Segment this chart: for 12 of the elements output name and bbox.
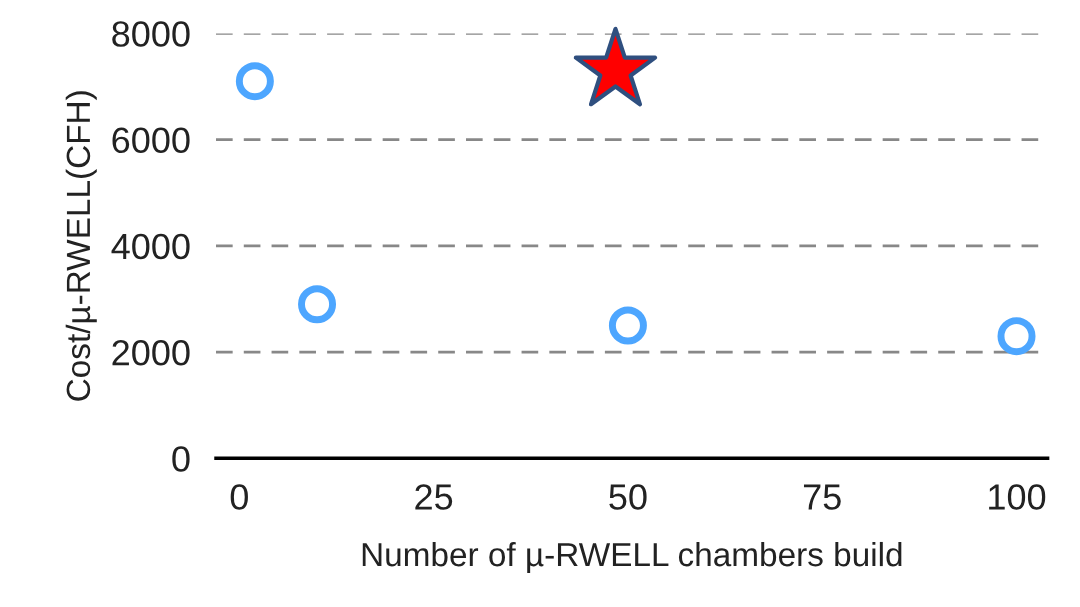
y-tick-label: 6000 — [112, 127, 190, 154]
x-tick-label: 100 — [989, 484, 1046, 510]
x-tick-label: 75 — [803, 484, 841, 510]
y-tick-label: 8000 — [112, 21, 190, 47]
x-axis-title: Number of µ-RWELL chambers build — [362, 541, 902, 574]
y-tick-label: 4000 — [111, 233, 190, 260]
x-tick-label: 25 — [415, 484, 453, 510]
y-tick-label: 0 — [172, 446, 190, 472]
x-tick-label: 50 — [609, 484, 647, 510]
y-tick-label: 2000 — [112, 339, 190, 366]
y-axis-title: Cost/µ-RWELL(CFH) — [65, 91, 97, 401]
x-tick-label: 0 — [230, 484, 248, 510]
